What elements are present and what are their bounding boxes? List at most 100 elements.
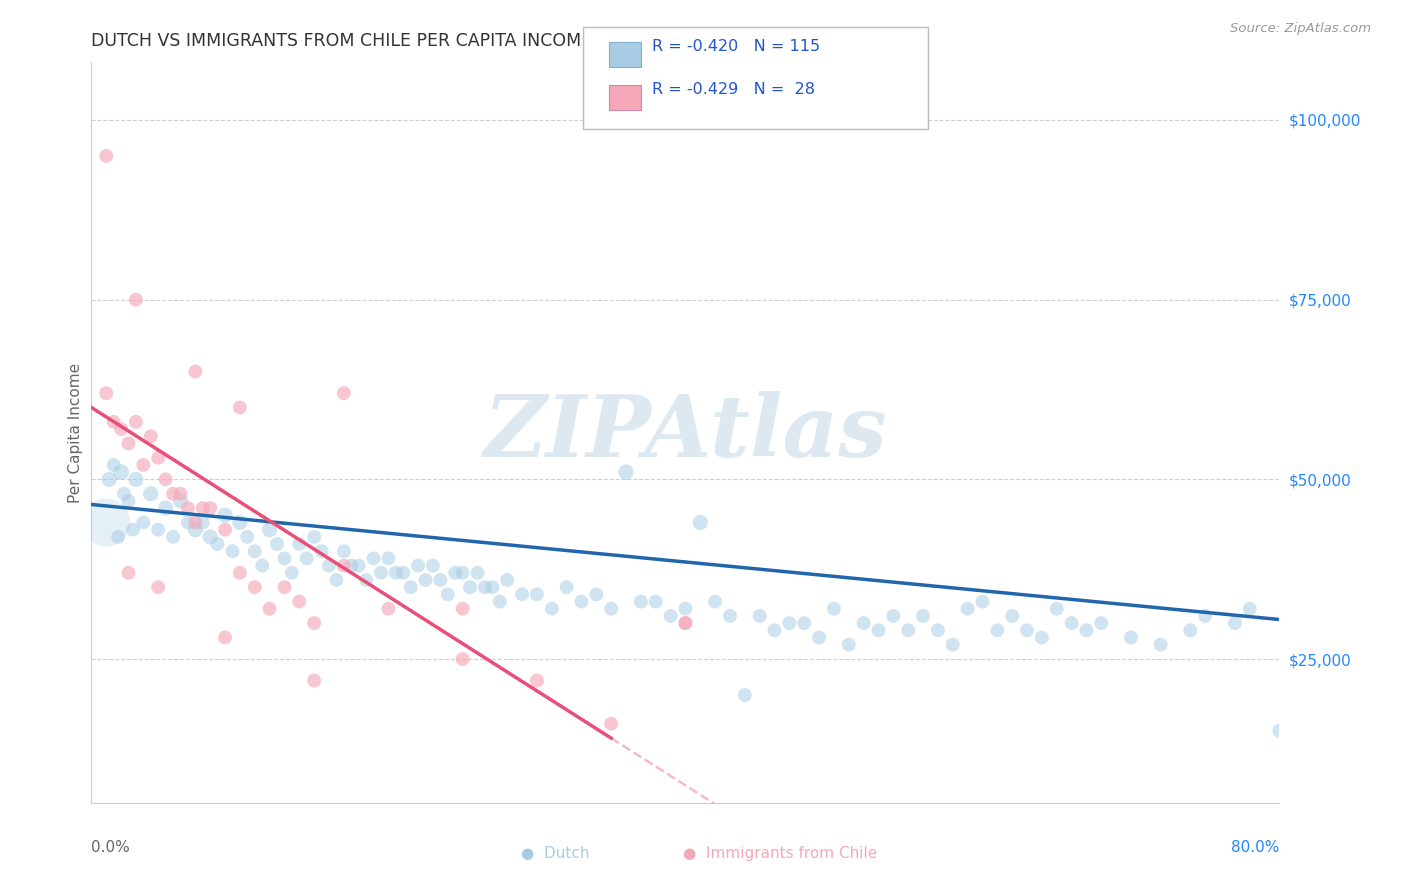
Point [1046,601,1069,615]
Point [571,594,593,608]
Point [139,429,162,443]
Point [429,573,451,587]
Point [673,616,696,631]
Point [778,616,800,631]
Point [927,624,949,638]
Point [96,149,118,163]
Point [214,508,236,523]
Point [451,601,474,615]
Point [96,516,118,530]
Text: ZIPAtlas: ZIPAtlas [484,391,887,475]
Point [184,516,207,530]
Point [1194,608,1216,623]
Point [162,530,184,544]
Point [451,652,474,666]
Point [600,716,623,731]
Point [311,544,333,558]
Point [392,566,415,580]
Point [1060,616,1083,631]
Point [103,415,125,429]
Point [526,587,548,601]
Point [614,465,637,479]
Point [444,566,467,580]
Point [474,580,496,594]
Point [266,537,288,551]
Point [942,638,965,652]
Point [630,594,652,608]
Point [250,558,273,573]
Point [325,573,347,587]
Point [659,608,682,623]
Point [422,558,444,573]
Point [103,458,125,472]
Point [458,580,481,594]
Point [221,544,243,558]
Point [191,501,214,516]
Point [585,587,607,601]
Point [122,523,145,537]
Point [600,601,623,615]
Point [117,436,139,450]
Point [125,293,148,307]
Point [868,624,890,638]
Point [273,551,295,566]
Point [191,516,214,530]
Point [488,594,510,608]
Point [333,558,356,573]
Point [808,631,831,645]
Point [1223,616,1246,631]
Point [214,631,236,645]
Point [882,608,904,623]
Point [734,688,756,702]
Point [496,573,519,587]
Point [96,386,118,401]
Point [555,580,578,594]
Point [704,594,727,608]
Point [956,601,979,615]
Point [406,558,429,573]
Point [1031,631,1053,645]
Point [302,616,325,631]
Point [200,501,222,516]
Text: 80.0%: 80.0% [1232,840,1279,855]
Point [793,616,815,631]
Point [184,523,207,537]
Point [986,624,1008,638]
Point [98,472,121,486]
Point [112,486,135,500]
Point [117,566,139,580]
Point [243,580,266,594]
Point [972,594,994,608]
Point [451,566,474,580]
Text: 0.0%: 0.0% [91,840,131,855]
Y-axis label: Per Capita Income: Per Capita Income [67,362,83,503]
Point [259,601,281,615]
Point [1119,631,1142,645]
Point [281,566,304,580]
Point [333,544,356,558]
Point [132,458,155,472]
Point [162,486,184,500]
Point [139,486,162,500]
Point [911,608,934,623]
Point [236,530,259,544]
Point [117,494,139,508]
Point [132,516,155,530]
Point [340,558,363,573]
Point [481,580,503,594]
Point [526,673,548,688]
Point [333,386,356,401]
Point [125,472,148,486]
Point [1180,624,1202,638]
Point [184,365,207,379]
Point [295,551,318,566]
Text: R = -0.420   N = 115: R = -0.420 N = 115 [652,39,821,54]
Point [897,624,920,638]
Text: R = -0.429   N =  28: R = -0.429 N = 28 [652,82,815,96]
Point [436,587,458,601]
Point [673,616,696,631]
Point [148,450,170,465]
Point [1149,638,1171,652]
Point [177,516,200,530]
Point [385,566,408,580]
